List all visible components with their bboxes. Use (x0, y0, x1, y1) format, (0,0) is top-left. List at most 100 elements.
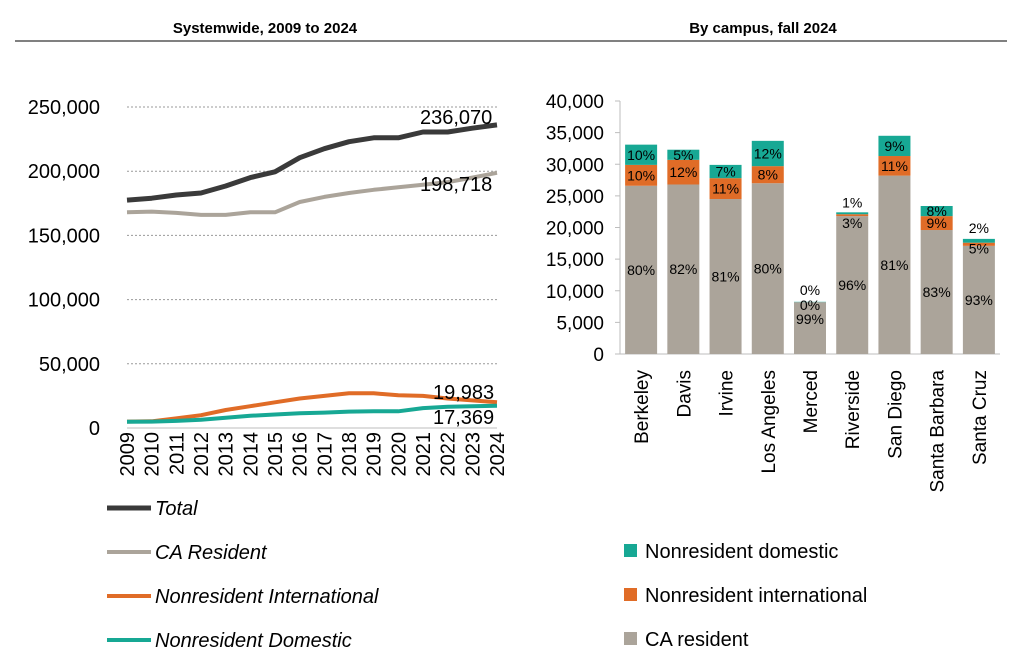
left-x-tick-label: 2017 (314, 432, 336, 477)
bar-segment-ca-resident-irvine (709, 199, 742, 354)
left-x-tick-label: 2013 (216, 432, 238, 477)
bar-label-nonresident-domestic-irvine: 7% (715, 164, 735, 180)
category-label-santa-cruz: Santa Cruz (970, 370, 991, 465)
bar-label-ca-resident-davis: 82% (669, 261, 697, 277)
bar-segment-nonresident-domestic-los-angeles (751, 140, 784, 167)
bar-segment-ca-resident-merced (794, 302, 826, 354)
bar-segment-nonresident-international-san-diego (878, 156, 911, 176)
bar-label-nonresident-international-san-diego: 11% (881, 158, 908, 174)
bar-segment-nonresident-domestic-santa-barbara (920, 205, 953, 217)
campus-stacked-bar-chart: 0 5,000 10,000 15,000 20,000 25,000 30,000 35,0… (546, 92, 1000, 651)
bar-segment-nonresident-domestic-irvine (709, 164, 742, 179)
legend-swatch-nonresident-domestic (624, 544, 637, 557)
bar-label-ca-resident-irvine: 81% (712, 269, 740, 285)
bar-segment-nonresident-domestic-riverside (836, 212, 869, 215)
legend-swatch-ca-resident (624, 632, 637, 645)
bar-label-nonresident-domestic-davis: 5% (673, 147, 693, 163)
end-label-nonresident-domestic: 17,369 (433, 407, 494, 429)
bar-segment-ca-resident-san-diego (878, 175, 911, 354)
bar-segment-nonresident-domestic-berkeley (625, 144, 658, 165)
bar-segment-ca-resident-santa-barbara (920, 230, 953, 354)
bar-segment-nonresident-domestic-santa-cruz (962, 238, 995, 243)
right-y-tick-label: 5,000 (556, 313, 604, 334)
bar-label-nonresident-international-merced: 0% (800, 297, 820, 313)
legend-label-nonresident-domestic: Nonresident Domestic (155, 630, 352, 652)
left-y-tick-label: 50,000 (39, 354, 100, 376)
category-label-davis: Davis (674, 370, 695, 418)
category-label-irvine: Irvine (717, 370, 738, 416)
bar-label-ca-resident-san-diego: 81% (880, 257, 908, 273)
bar-segment-ca-resident-riverside (836, 216, 869, 354)
left-y-tick-label: 100,000 (28, 290, 100, 312)
left-y-tick-label: 0 (89, 418, 100, 440)
legend-label-nonresident-international: Nonresident International (155, 586, 379, 608)
left-x-tick-label: 2011 (166, 432, 188, 475)
right-y-tick-label: 15,000 (546, 250, 604, 271)
category-label-los-angeles: Los Angeles (759, 370, 780, 474)
series-line-nonresident-domestic (126, 403, 498, 424)
left-x-tick-label: 2014 (240, 432, 262, 477)
category-label-riverside: Riverside (843, 370, 864, 449)
bar-segment-nonresident-international-berkeley (625, 164, 658, 186)
left-x-tick-label: 2024 (487, 432, 509, 477)
bar-label-nonresident-international-santa-cruz: 5% (969, 240, 989, 256)
bar-label-nonresident-domestic-san-diego: 9% (884, 138, 904, 154)
left-x-tick-label: 2020 (388, 432, 410, 477)
left-x-tick-label: 2010 (142, 432, 164, 477)
left-x-tick-label: 2012 (191, 432, 213, 477)
category-label-san-diego: San Diego (885, 370, 906, 459)
series-line-total (126, 122, 498, 203)
bar-label-ca-resident-santa-barbara: 83% (923, 284, 951, 300)
end-label-nonresident-international: 19,983 (433, 382, 494, 404)
left-chart-title: Systemwide, 2009 to 2024 (173, 20, 358, 37)
right-y-tick-label: 30,000 (546, 155, 604, 176)
bar-segment-nonresident-international-riverside (836, 214, 869, 217)
right-y-tick-label: 35,000 (546, 124, 604, 145)
bar-label-nonresident-domestic-santa-barbara: 8% (927, 203, 947, 219)
left-x-tick-label: 2022 (438, 432, 460, 477)
bar-label-nonresident-domestic-merced: 0% (800, 282, 820, 298)
bar-label-ca-resident-santa-cruz: 93% (965, 292, 993, 308)
bar-label-nonresident-international-los-angeles: 8% (758, 167, 778, 183)
right-chart-title: By campus, fall 2024 (689, 20, 837, 37)
legend-swatch-nonresident-international (624, 588, 637, 601)
category-label-berkeley: Berkeley (632, 370, 653, 444)
bar-label-nonresident-domestic-berkeley: 10% (627, 147, 655, 163)
bar-label-ca-resident-berkeley: 80% (627, 262, 655, 278)
bar-label-nonresident-international-riverside: 3% (842, 215, 862, 231)
bar-label-nonresident-domestic-santa-cruz: 2% (969, 220, 989, 236)
bar-label-ca-resident-riverside: 96% (838, 277, 866, 293)
right-y-tick-label: 0 (593, 345, 604, 366)
bar-label-nonresident-international-davis: 12% (669, 164, 697, 180)
category-label-merced: Merced (801, 370, 822, 433)
left-x-tick-label: 2009 (117, 432, 139, 477)
left-y-tick-label: 250,000 (28, 97, 100, 119)
bar-segment-nonresident-international-santa-cruz (962, 242, 995, 246)
left-x-tick-label: 2019 (364, 432, 386, 477)
bar-label-nonresident-international-irvine: 11% (712, 181, 739, 197)
left-x-tick-label: 2015 (265, 432, 287, 477)
right-y-tick-label: 10,000 (546, 282, 604, 303)
bar-label-nonresident-domestic-riverside: 1% (842, 194, 862, 210)
series-line-nonresident-international (126, 391, 498, 424)
legend-label-nonresident-domestic: Nonresident domestic (645, 541, 838, 563)
bar-label-nonresident-domestic-los-angeles: 12% (754, 145, 782, 161)
left-y-tick-label: 200,000 (28, 161, 100, 183)
bar-label-ca-resident-merced: 99% (796, 311, 824, 327)
bar-segment-nonresident-international-davis (667, 159, 700, 185)
left-x-tick-label: 2023 (462, 432, 484, 477)
bar-segment-ca-resident-berkeley (625, 185, 658, 354)
legend-label-nonresident-international: Nonresident international (645, 585, 867, 607)
bar-label-nonresident-international-santa-barbara: 9% (927, 215, 947, 231)
right-y-tick-label: 20,000 (546, 219, 604, 240)
category-label-santa-barbara: Santa Barbara (928, 370, 949, 493)
series-line-ca-resident (126, 170, 498, 217)
left-x-tick-label: 2016 (290, 432, 312, 477)
bar-segment-ca-resident-los-angeles (751, 183, 784, 354)
end-label-ca-resident: 198,718 (420, 174, 492, 196)
left-y-tick-label: 150,000 (28, 225, 100, 247)
bar-segment-ca-resident-santa-cruz (962, 245, 995, 354)
legend-label-ca-resident: CA Resident (155, 542, 268, 564)
